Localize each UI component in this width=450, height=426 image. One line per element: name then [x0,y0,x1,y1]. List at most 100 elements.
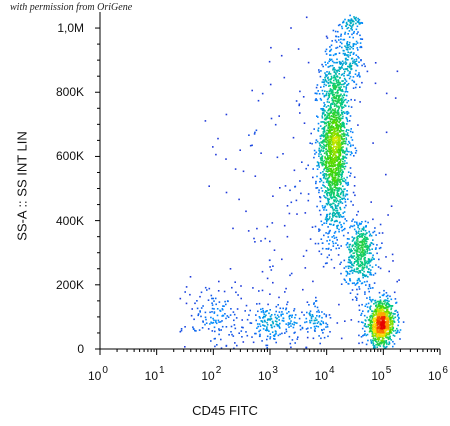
data-point [315,325,318,327]
data-point [333,176,335,179]
data-point [356,236,358,239]
data-point [343,132,345,134]
data-point [337,128,339,131]
data-point [327,236,330,238]
data-point [288,323,291,325]
data-point [354,221,356,223]
data-point [346,190,348,192]
data-point [388,305,390,308]
data-point [342,49,345,52]
data-point [350,46,353,49]
data-point [332,159,334,162]
data-point [340,111,343,114]
data-point [336,106,338,108]
data-point [379,246,382,249]
data-point [328,122,330,124]
data-point [211,311,213,313]
data-point [329,89,331,92]
data-point [277,304,279,306]
data-point [318,166,320,168]
data-point [354,18,357,20]
data-point [327,202,330,205]
data-point [333,153,336,156]
data-point [346,101,348,104]
data-point [343,62,345,64]
data-point [358,286,360,288]
data-point [340,93,342,96]
data-point [315,151,318,154]
data-point [342,101,344,104]
data-point [338,88,341,91]
data-point [366,244,369,247]
data-point [338,87,341,89]
data-point [265,344,267,347]
data-point [313,303,315,305]
data-point [323,328,325,331]
data-point [356,271,359,273]
data-point [339,66,342,69]
data-point [389,326,392,329]
data-point [394,97,397,99]
data-point [344,279,346,282]
data-point [267,303,269,306]
data-point [376,308,379,310]
data-point [370,330,372,332]
data-point [339,179,341,182]
data-point [341,42,343,45]
data-point [357,19,360,22]
data-point [334,111,336,113]
data-point [325,326,327,328]
data-point [276,156,279,159]
data-point [328,198,331,200]
data-point [207,299,210,301]
data-point [392,317,395,320]
data-point [387,319,389,321]
data-point [293,308,296,310]
data-point [276,324,279,326]
data-point [356,288,358,291]
data-point [391,320,394,323]
data-point [334,184,337,186]
data-point [323,102,325,104]
data-point [393,320,395,322]
data-point [338,175,340,178]
data-point [337,139,339,142]
data-point [332,135,334,137]
data-point [337,195,339,197]
data-point [325,173,327,175]
data-point [379,342,382,344]
data-point [337,177,339,179]
data-point [357,49,359,51]
data-point [329,58,331,60]
data-point [337,80,340,82]
data-point [288,335,291,338]
data-point [348,43,351,46]
data-point [382,315,384,317]
data-point [217,319,220,322]
data-point [351,152,353,154]
data-point [370,259,372,262]
data-point [331,60,334,63]
data-point [319,180,321,183]
data-point [230,325,233,328]
data-point [332,132,335,134]
data-point [309,314,311,317]
data-point [257,310,259,313]
data-point [298,103,301,105]
data-point [271,331,274,333]
data-point [357,124,359,126]
data-point [338,153,340,156]
data-point [336,92,339,94]
data-point [360,282,363,285]
data-point [336,46,339,49]
data-point [382,345,385,347]
data-point [332,101,335,103]
data-point [368,262,370,264]
data-point [367,310,369,313]
data-point [351,272,354,274]
data-point [325,145,327,148]
data-point [368,319,371,322]
data-point [339,117,341,119]
data-point [332,144,335,146]
data-point [324,61,326,64]
